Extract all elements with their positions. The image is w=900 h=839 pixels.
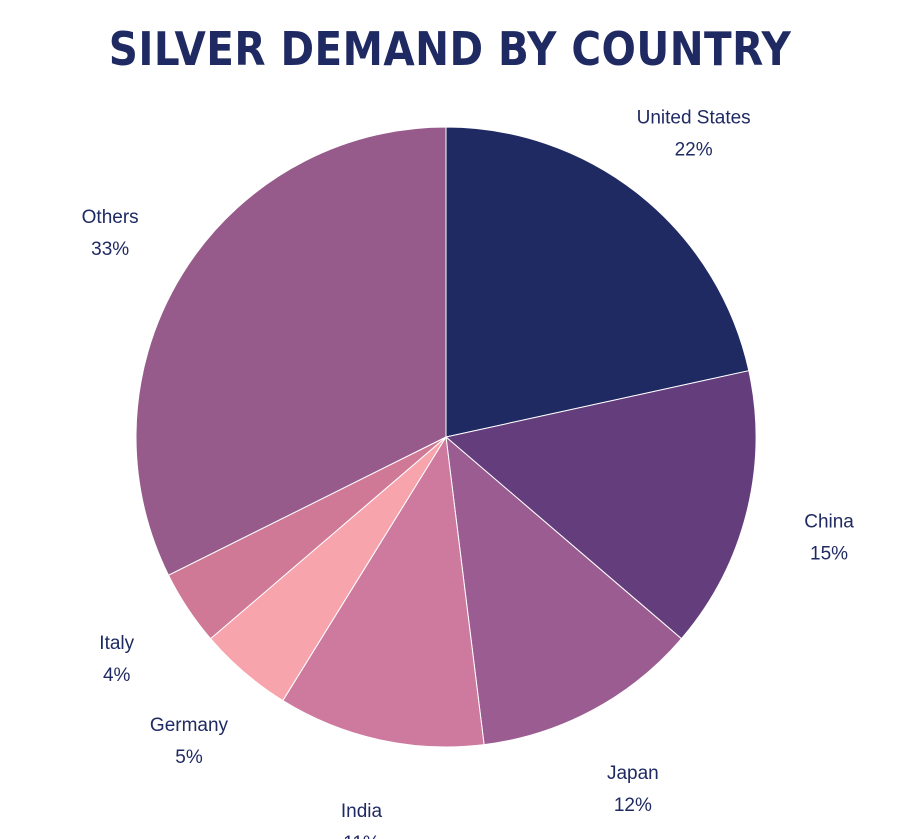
pie-slice-others: [135, 126, 447, 576]
pie-slice-india: [282, 435, 485, 748]
slice-value-germany: 5%: [175, 747, 203, 768]
pie-labels: United States 22% China 15% Japan 12% India 11%…: [82, 107, 855, 839]
slice-label-italy: Italy: [99, 633, 134, 654]
slice-label-others: Others: [82, 207, 139, 228]
slice-value-others: 33%: [91, 239, 129, 260]
slice-value-japan: 12%: [614, 795, 652, 816]
slice-label-germany: Germany: [150, 715, 229, 736]
pie-slice-united-states: [445, 126, 750, 438]
slice-value-india: 11%: [343, 833, 380, 839]
slice-value-china: 15%: [810, 543, 848, 564]
slice-value-italy: 4%: [103, 665, 131, 686]
slice-label-india: India: [341, 801, 383, 822]
pie-slices: [135, 126, 757, 748]
pie-slice-japan: [445, 435, 683, 746]
slice-label-united-states: United States: [637, 107, 751, 128]
pie-slice-china: [444, 370, 757, 640]
chart-title: SILVER DEMAND BY COUNTRY: [108, 22, 792, 76]
slice-value-united-states: 22%: [675, 139, 713, 160]
slice-label-china: China: [804, 511, 854, 532]
slice-label-japan: Japan: [607, 763, 659, 784]
